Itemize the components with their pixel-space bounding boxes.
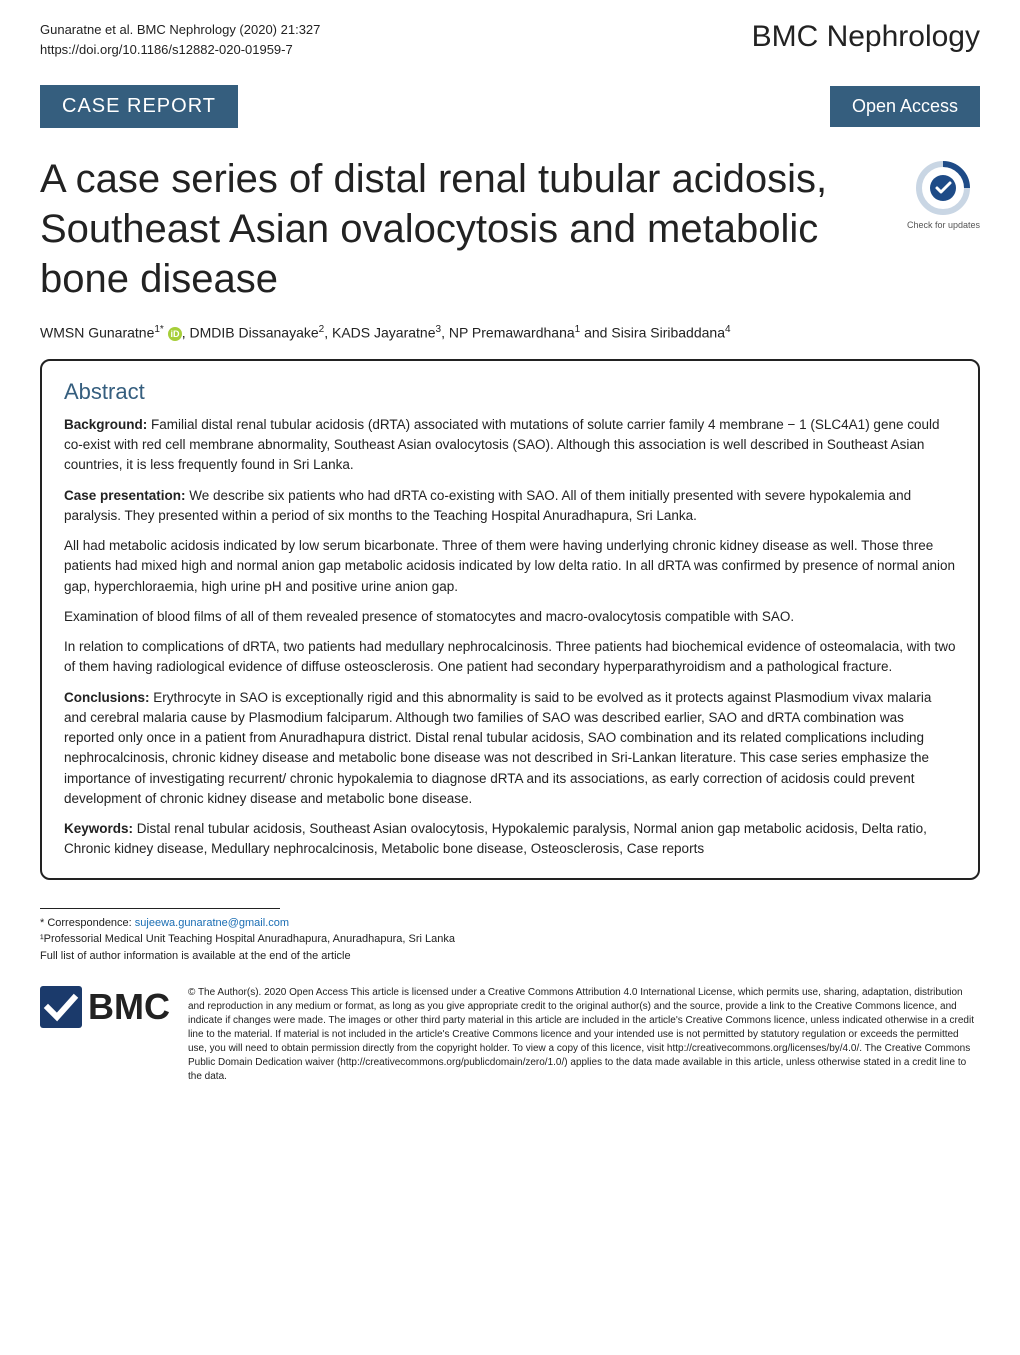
article-title: A case series of distal renal tubular ac…	[40, 154, 907, 304]
abstract-case-p1: Case presentation: We describe six patie…	[64, 486, 956, 527]
bmc-text: BMC	[88, 986, 170, 1028]
footer-divider	[40, 908, 280, 909]
citation-line: Gunaratne et al. BMC Nephrology (2020) 2…	[40, 20, 320, 40]
page-footer: * Correspondence: sujeewa.gunaratne@gmai…	[0, 880, 1020, 1105]
svg-text:iD: iD	[170, 329, 180, 339]
license-text: © The Author(s). 2020 Open Access This a…	[188, 986, 980, 1084]
check-updates-icon	[915, 160, 971, 216]
abstract-case-p4: In relation to complications of dRTA, tw…	[64, 637, 956, 678]
author-separator: and	[580, 325, 611, 341]
check-updates-badge[interactable]: Check for updates	[907, 160, 980, 230]
keywords-text: Distal renal tubular acidosis, Southeast…	[64, 821, 927, 856]
bmc-check-icon	[40, 986, 82, 1028]
case-text-1: We describe six patients who had dRTA co…	[64, 488, 911, 523]
abstract-case-p2: All had metabolic acidosis indicated by …	[64, 536, 956, 597]
background-label: Background:	[64, 417, 151, 432]
footer-license-row: BMC © The Author(s). 2020 Open Access Th…	[40, 986, 980, 1084]
author-name: , DMDIB Dissanayake	[182, 325, 319, 341]
author-name: WMSN Gunaratne	[40, 325, 154, 341]
author-affiliation: 4	[725, 324, 731, 335]
author-affiliation: 1*	[154, 324, 163, 335]
abstract-background: Background: Familial distal renal tubula…	[64, 415, 956, 476]
orcid-icon[interactable]: iD	[168, 327, 182, 341]
check-updates-label: Check for updates	[907, 220, 980, 230]
author-name: Sisira Siribaddana	[611, 325, 725, 341]
open-access-label: Open Access	[830, 86, 980, 127]
keywords-label: Keywords:	[64, 821, 137, 836]
journal-name: BMC Nephrology	[752, 20, 980, 54]
abstract-keywords: Keywords: Distal renal tubular acidosis,…	[64, 819, 956, 860]
page-header: Gunaratne et al. BMC Nephrology (2020) 2…	[0, 0, 1020, 75]
conclusions-text: Erythrocyte in SAO is exceptionally rigi…	[64, 690, 931, 806]
article-type-label: CASE REPORT	[40, 85, 238, 128]
authors-line: WMSN Gunaratne1* iD , DMDIB Dissanayake2…	[0, 312, 1020, 359]
case-label: Case presentation:	[64, 488, 189, 503]
bmc-logo: BMC	[40, 986, 170, 1028]
citation-block: Gunaratne et al. BMC Nephrology (2020) 2…	[40, 20, 320, 59]
conclusions-label: Conclusions:	[64, 690, 153, 705]
abstract-case-p3: Examination of blood films of all of the…	[64, 607, 956, 627]
background-text: Familial distal renal tubular acidosis (…	[64, 417, 940, 473]
abstract-heading: Abstract	[64, 379, 956, 405]
author-name: , NP Premawardhana	[441, 325, 575, 341]
correspondence-line: * Correspondence: sujeewa.gunaratne@gmai…	[40, 915, 980, 932]
doi-line: https://doi.org/10.1186/s12882-020-01959…	[40, 40, 320, 60]
article-type-banner: CASE REPORT Open Access	[0, 75, 1020, 138]
title-block: A case series of distal renal tubular ac…	[0, 138, 1020, 312]
author-name: , KADS Jayaratne	[324, 325, 435, 341]
full-author-list-note: Full list of author information is avail…	[40, 948, 980, 965]
abstract-box: Abstract Background: Familial distal ren…	[40, 359, 980, 880]
correspondence-email[interactable]: sujeewa.gunaratne@gmail.com	[135, 917, 289, 929]
correspondence-label: * Correspondence:	[40, 917, 135, 929]
abstract-conclusions: Conclusions: Erythrocyte in SAO is excep…	[64, 688, 956, 810]
affiliation-line: ¹Professorial Medical Unit Teaching Hosp…	[40, 931, 980, 948]
